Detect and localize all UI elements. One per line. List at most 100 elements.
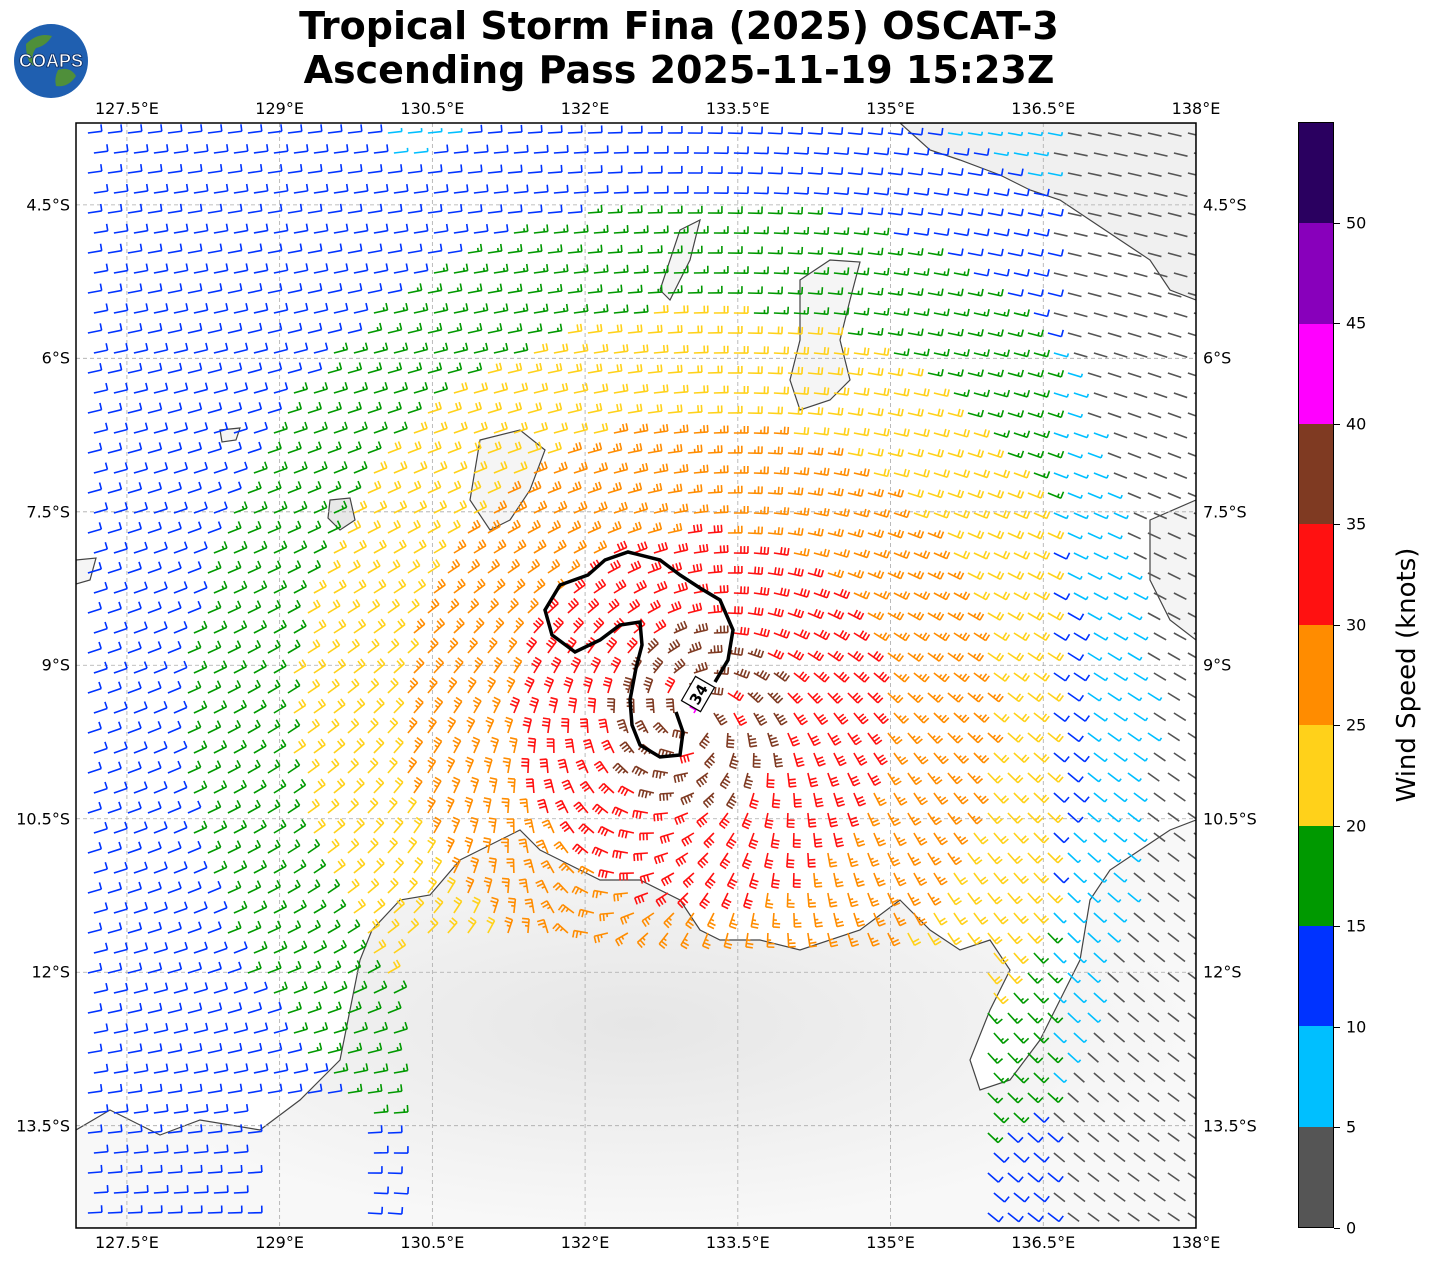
wind-barb [873, 267, 890, 276]
colorbar-tick [1334, 222, 1340, 224]
wind-barb [913, 268, 930, 277]
wind-barb [387, 243, 403, 254]
wind-barb [253, 382, 269, 394]
wind-barb [1133, 232, 1148, 238]
wind-barb [353, 144, 369, 154]
colorbar-tick-label: 0 [1346, 1218, 1357, 1238]
wind-barb [273, 382, 289, 394]
wind-barb [1067, 372, 1084, 378]
wind-barb [487, 323, 503, 334]
wind-barb [367, 164, 383, 174]
wind-barb [867, 287, 884, 296]
wind-barb [787, 326, 804, 335]
wind-barb [727, 206, 743, 215]
land-timor-islet [327, 497, 356, 531]
wind-barb [667, 364, 683, 374]
wind-barb [1093, 352, 1108, 358]
wind-barb [427, 243, 443, 254]
wind-barb [1087, 252, 1102, 258]
wind-barb [1067, 332, 1082, 338]
wind-barb [567, 323, 583, 334]
wind-barb [307, 124, 323, 134]
wind-barb [773, 266, 790, 275]
wind-barb [933, 348, 950, 357]
wind-barb [613, 264, 629, 274]
wind-barb [247, 283, 263, 294]
wind-barb [953, 228, 970, 237]
wind-barb [647, 404, 663, 414]
wind-barb [1173, 312, 1188, 318]
wind-barb [673, 305, 689, 314]
wind-barb [607, 284, 623, 294]
wind-barb [687, 404, 703, 414]
wind-barb [327, 243, 343, 254]
wind-barb [733, 146, 749, 155]
wind-barb [313, 263, 329, 274]
wind-barb [467, 362, 483, 374]
colorbar-segment [1299, 925, 1333, 1027]
wind-barb [887, 367, 904, 377]
wind-barb [707, 285, 723, 294]
wind-barb [1187, 172, 1196, 176]
wind-barb [853, 267, 870, 276]
wind-barb [693, 225, 709, 234]
wind-barb [647, 364, 663, 374]
wind-barb [813, 346, 830, 356]
wind-barb [747, 286, 763, 295]
wind-barb [1093, 272, 1108, 278]
colorbar-segment [1299, 725, 1333, 826]
wind-barb [913, 228, 930, 236]
wind-barb [107, 402, 123, 414]
wind-barb [513, 144, 529, 154]
wind-barb [553, 184, 569, 194]
wind-barb [847, 287, 864, 296]
wind-barb [753, 266, 769, 275]
wind-barb [453, 223, 469, 234]
wind-barb [973, 228, 990, 237]
wind-barb [1047, 132, 1064, 137]
wind-barb [927, 208, 944, 216]
wind-barb [513, 303, 529, 314]
wind-barb [967, 329, 984, 337]
wind-barb [1107, 372, 1122, 378]
colorbar-tick [1334, 423, 1340, 425]
wind-barb [827, 287, 844, 296]
wind-barb [607, 205, 623, 214]
colorbar-tick [1334, 1127, 1340, 1129]
wind-barb [947, 288, 964, 297]
wind-barb [107, 283, 123, 294]
wind-barb [1173, 232, 1188, 238]
wind-barb [633, 384, 649, 394]
wind-barb [907, 368, 924, 377]
lat-tick-label: 12°S [31, 962, 70, 982]
wind-barb [587, 403, 603, 414]
wind-barb [287, 203, 303, 214]
wind-barb [1053, 152, 1068, 157]
wind-barb [927, 328, 944, 337]
wind-barb [1133, 352, 1148, 358]
wind-barb [907, 167, 924, 176]
wind-barb [507, 402, 523, 414]
wind-barb [227, 402, 243, 414]
wind-barb [87, 203, 103, 214]
wind-barb [1047, 329, 1065, 338]
wind-barb [1133, 272, 1148, 278]
wind-barb [1187, 252, 1196, 257]
wind-barb [687, 205, 703, 214]
wind-barb [1013, 309, 1030, 318]
colorbar-title: Wind Speed (knots) [1392, 547, 1422, 803]
wind-barb [993, 151, 1010, 157]
wind-barb [1167, 132, 1182, 137]
wind-barb [187, 163, 203, 174]
wind-barb [1047, 249, 1064, 257]
lat-tick-label: 6°S [1203, 348, 1232, 368]
wind-barb [1053, 272, 1068, 278]
wind-barb [453, 144, 469, 154]
wind-barb [907, 127, 924, 136]
colorbar-tick-label: 25 [1346, 715, 1367, 735]
wind-barb [567, 402, 583, 414]
wind-barb [127, 124, 143, 134]
wind-barb [1187, 372, 1196, 377]
wind-barb [293, 263, 309, 274]
